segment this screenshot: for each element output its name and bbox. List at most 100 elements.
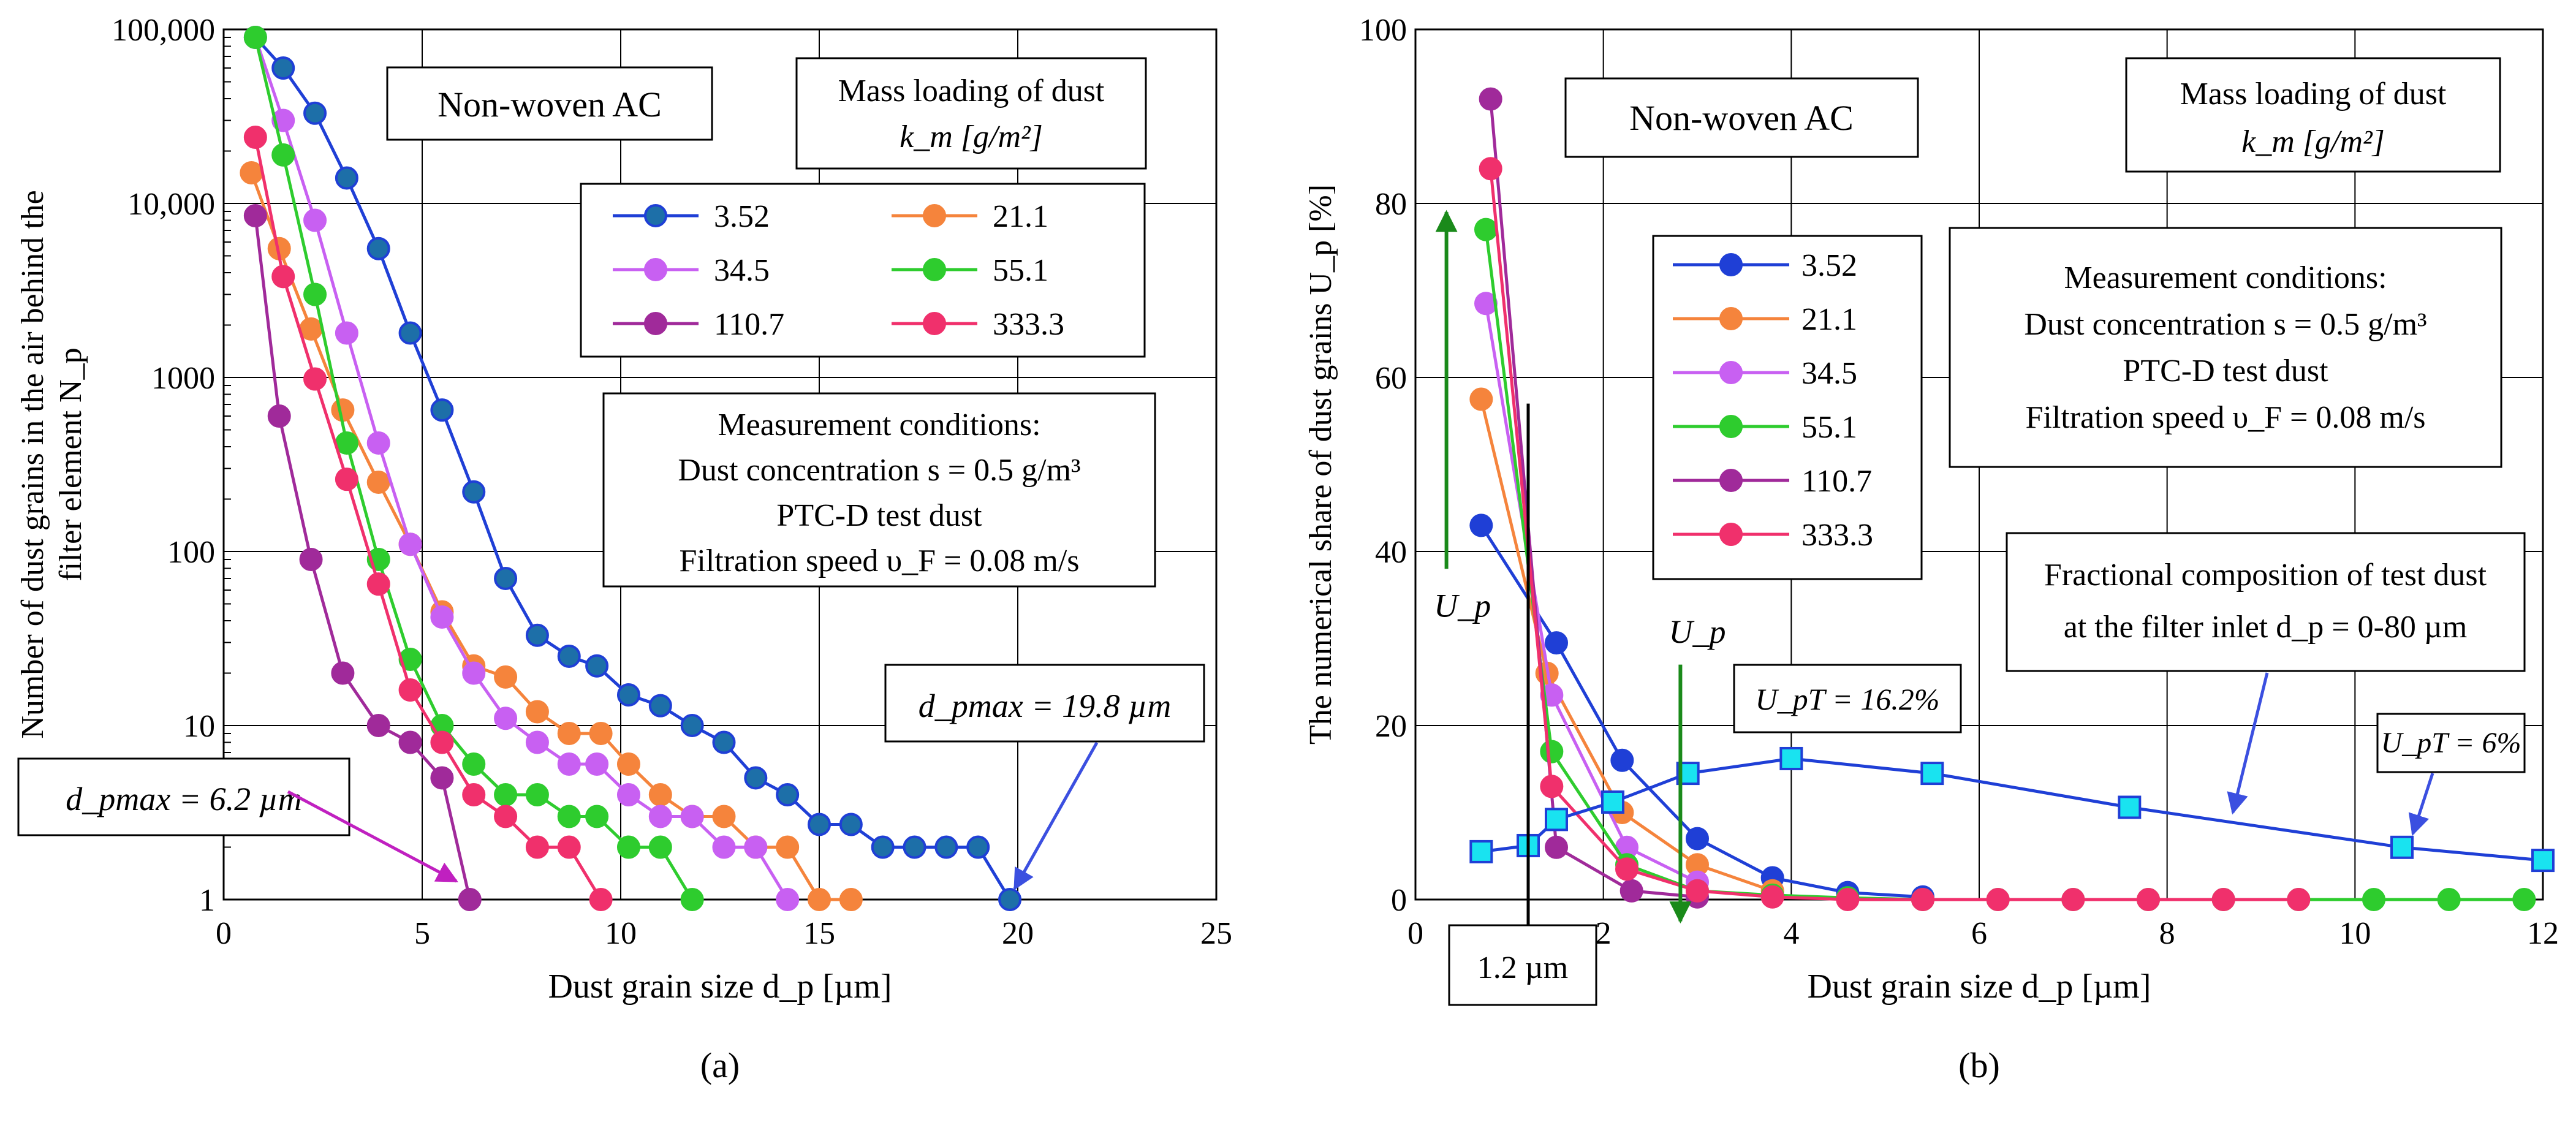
- data-point: [494, 566, 518, 590]
- data-point: [243, 25, 267, 49]
- legend-title-line: k_m [g/m²]: [900, 119, 1043, 154]
- data-point: [525, 700, 549, 724]
- conditions-line: Measurement conditions:: [2064, 260, 2387, 295]
- data-point: [271, 108, 295, 132]
- upt-annotation: U_pT = 16.2%: [1756, 682, 1940, 716]
- data-point: [557, 805, 581, 828]
- data-point: [335, 321, 358, 345]
- title-text: Non-woven AC: [1629, 98, 1854, 138]
- y-tick-label: 10,000: [127, 187, 215, 222]
- legend-marker: [644, 312, 667, 335]
- data-point: [366, 431, 390, 455]
- data-point: [1469, 387, 1493, 411]
- title-text: Non-woven AC: [438, 85, 662, 124]
- legend-marker: [644, 204, 667, 227]
- data-point: [1836, 888, 1860, 911]
- data-point: [712, 805, 736, 828]
- panel-a: 0 5 10 15 20 25 1 10 100 1000 10,000 100,000 Dust gr…: [15, 13, 1232, 1085]
- data-point-square: [2390, 835, 2414, 859]
- data-point: [271, 56, 295, 80]
- data-point: [462, 661, 486, 685]
- data-point-square: [1779, 746, 1803, 770]
- data-point: [808, 888, 831, 911]
- conditions-line: Filtration speed υ_F = 0.08 m/s: [2025, 400, 2425, 435]
- data-point: [589, 888, 613, 911]
- legend-marker: [923, 258, 946, 281]
- dpmax-box-b: [17, 757, 350, 836]
- upt-box-1: [1733, 664, 1962, 733]
- x-tick-label: 0: [216, 916, 232, 951]
- cutoff-box: [1448, 924, 1597, 1006]
- data-point-square: [2118, 795, 2142, 819]
- plot-frame: [222, 28, 1218, 901]
- data-point: [744, 766, 768, 790]
- data-point: [744, 835, 768, 859]
- data-point: [366, 714, 390, 737]
- data-point: [271, 143, 295, 167]
- data-point: [525, 623, 549, 647]
- data-point: [462, 752, 486, 776]
- data-point: [267, 404, 291, 428]
- upt-annotation: U_pT = 6%: [2381, 727, 2521, 759]
- y-tick-label: 60: [1375, 361, 1407, 396]
- legend-label: 21.1: [1801, 302, 1857, 337]
- data-point: [331, 661, 355, 685]
- data-point: [458, 888, 482, 911]
- data-point: [1610, 748, 1634, 772]
- legend-title-box: [795, 57, 1147, 170]
- series-line-333.3: [1489, 168, 2299, 901]
- x-axis-label: Dust grain size d_p [µm]: [1807, 968, 2151, 1006]
- data-point: [299, 317, 323, 341]
- y-tick-label: 0: [1391, 883, 1407, 918]
- data-point: [680, 805, 704, 828]
- data-point: [494, 805, 518, 828]
- series-line-test-dust: [1480, 757, 2544, 862]
- panel-b: 0 2 4 6 8 10 12 0 20 40 60 80 100 Dust grain size d_p…: [1303, 13, 2559, 1085]
- data-point: [1619, 879, 1643, 903]
- data-point: [430, 398, 454, 422]
- data-point: [303, 282, 327, 306]
- data-point: [776, 888, 800, 911]
- legend-marker: [1719, 253, 1743, 276]
- cutoff-label: 1.2 µm: [1477, 950, 1568, 985]
- legend-marker: [923, 312, 946, 335]
- data-point-square: [2531, 849, 2555, 873]
- data-point: [462, 480, 486, 504]
- data-point: [839, 888, 863, 911]
- data-point: [680, 714, 704, 737]
- data-point: [776, 783, 800, 807]
- data-point: [366, 572, 390, 596]
- data-point: [2512, 888, 2536, 911]
- data-point-square: [1469, 839, 1493, 863]
- data-point: [1911, 888, 1934, 911]
- legend-box: [1652, 235, 1923, 580]
- x-tick-label: 5: [414, 916, 430, 951]
- data-point: [776, 835, 800, 859]
- legend-label: 21.1: [993, 199, 1048, 234]
- data-point: [1469, 513, 1493, 537]
- data-point: [648, 805, 672, 828]
- data-point: [557, 721, 581, 745]
- series-line-110.7: [1489, 99, 1698, 899]
- data-point: [335, 431, 358, 455]
- data-point: [648, 694, 672, 718]
- data-point: [1545, 835, 1568, 859]
- data-point: [525, 835, 549, 859]
- data-point: [1686, 827, 1709, 851]
- conditions-line: PTC-D test dust: [776, 498, 982, 533]
- data-point: [398, 730, 422, 754]
- data-point: [240, 161, 263, 184]
- dpmax-box-a: [884, 664, 1205, 743]
- legend-title-box: [2125, 57, 2501, 173]
- data-point: [808, 813, 831, 836]
- x-axis-label: Dust grain size d_p [µm]: [548, 968, 892, 1006]
- data-point: [934, 835, 958, 859]
- dpmax-annotation: d_pmax = 19.8 µm: [919, 688, 1172, 724]
- data-point: [585, 805, 609, 828]
- legend-marker: [1719, 307, 1743, 330]
- title-box: [1564, 77, 1919, 158]
- legend-label: 110.7: [714, 307, 784, 342]
- y-tick-label: 40: [1375, 535, 1407, 570]
- conditions-box: [1949, 227, 2502, 468]
